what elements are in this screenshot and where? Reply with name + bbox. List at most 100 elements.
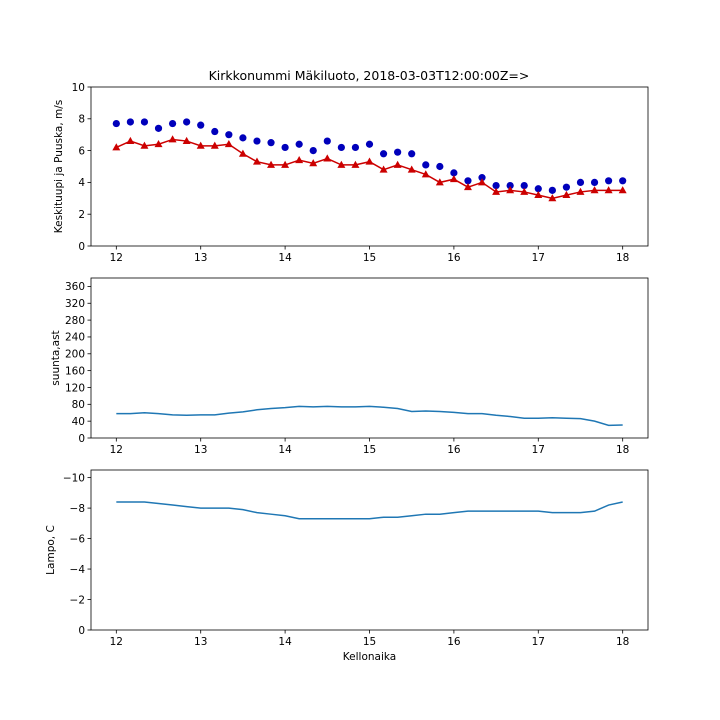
y-tick-label: 8 (78, 114, 85, 126)
data-point-wind (548, 194, 557, 202)
data-point-gust (239, 134, 247, 142)
x-tick-label: 15 (363, 444, 376, 456)
x-tick-label: 18 (616, 636, 629, 648)
data-point-gust (323, 137, 331, 145)
x-tick-label: 13 (194, 252, 207, 264)
data-point-wind (238, 149, 247, 157)
data-point-wind (365, 157, 374, 165)
data-point-gust (112, 119, 120, 128)
data-point-gust (464, 177, 472, 185)
data-point-gust (478, 174, 486, 182)
data-point-gust (506, 181, 514, 190)
chart-panel-2: 12 13 14 15 16 17 18 0 40 80 120 160 200 240 280 320 360… (50, 277, 649, 456)
x-tick-label: 14 (278, 444, 292, 456)
data-point-wind (182, 136, 191, 144)
x-tick-label: 16 (447, 252, 461, 264)
data-point-wind (196, 141, 205, 149)
x-tick-label: 15 (363, 252, 376, 264)
data-point-gust (534, 185, 542, 193)
data-point-gust (295, 140, 303, 148)
series-line-line (116, 501, 623, 520)
data-point-wind (337, 160, 346, 168)
y-tick-label: 0 (78, 625, 85, 637)
data-point-wind (168, 135, 177, 143)
x-tick-label: 12 (110, 444, 123, 456)
y-tick-label: 360 (65, 281, 85, 293)
data-point-gust (281, 143, 289, 152)
data-point-wind (309, 159, 318, 167)
x-tick-label: 14 (278, 636, 292, 648)
x-tick-label: 18 (616, 444, 629, 456)
y-tick-label: −2 (70, 594, 85, 606)
data-point-wind (393, 160, 402, 168)
data-point-gust (605, 177, 613, 185)
data-point-gust (450, 169, 458, 177)
y-tick-label: 4 (78, 177, 85, 189)
data-point-gust (436, 162, 444, 171)
y-axis-label: Lampo, C (45, 525, 57, 575)
data-point-gust (422, 161, 430, 169)
y-axis-label: suunta,ast (50, 330, 62, 385)
y-tick-label: −10 (63, 472, 85, 484)
x-tick-label: 15 (363, 636, 376, 648)
data-point-gust (379, 150, 388, 158)
data-point-wind (154, 140, 163, 148)
x-tick-label: 17 (532, 444, 545, 456)
data-point-wind (478, 178, 487, 186)
data-point-gust (365, 140, 374, 148)
data-point-gust (309, 147, 317, 155)
data-point-wind (421, 170, 430, 178)
chart-panels: 12 13 14 15 16 17 18 0 2 4 6 8 10 Keskituupi ja Puusk… (45, 82, 649, 663)
x-tick-label: 12 (110, 252, 123, 264)
data-point-gust (197, 121, 205, 129)
chart-panel-3: 12 13 14 15 16 17 18 0 −2 −4 −6 −8 −10 Lampo, C Kellon… (45, 469, 649, 663)
y-tick-label: −4 (70, 564, 86, 576)
data-point-wind (140, 141, 149, 149)
data-point-wind (267, 160, 276, 168)
data-point-wind (463, 182, 472, 191)
y-tick-label: 280 (65, 315, 85, 327)
series-line-line (116, 405, 623, 427)
data-point-gust (520, 181, 528, 190)
data-point-wind (295, 155, 304, 164)
data-point-gust (619, 177, 627, 185)
data-point-gust (394, 148, 402, 156)
data-point-wind (520, 187, 529, 195)
data-point-wind (576, 187, 585, 195)
data-point-gust (562, 183, 571, 191)
y-tick-label: 6 (78, 145, 85, 157)
data-point-wind (252, 157, 261, 165)
y-tick-label: 40 (72, 416, 85, 428)
data-point-gust (267, 139, 275, 147)
data-point-wind (590, 186, 599, 194)
data-point-wind (407, 165, 416, 173)
data-point-gust (211, 127, 219, 136)
data-point-gust (590, 178, 599, 186)
data-point-gust (576, 178, 585, 186)
y-tick-label: −6 (70, 533, 86, 545)
y-tick-label: 0 (78, 241, 85, 253)
x-tick-label: 16 (447, 444, 461, 456)
data-point-wind (534, 190, 543, 199)
data-point-wind (323, 154, 332, 162)
chart-title: Kirkkonummi Mäkiluoto, 2018-03-03T12:00:… (209, 68, 530, 83)
data-point-gust (337, 143, 345, 152)
y-tick-label: 0 (78, 433, 85, 445)
data-point-gust (140, 118, 149, 126)
x-tick-label: 18 (616, 252, 629, 264)
data-point-wind (618, 186, 627, 194)
y-tick-label: 120 (65, 382, 85, 394)
data-point-wind (449, 175, 458, 183)
data-point-gust (492, 181, 500, 190)
x-tick-label: 17 (532, 636, 545, 648)
data-point-wind (506, 186, 515, 194)
x-tick-label: 17 (532, 252, 545, 264)
x-tick-label: 16 (447, 636, 461, 648)
data-point-wind (112, 143, 121, 151)
data-point-wind (604, 186, 613, 194)
data-point-gust (253, 137, 261, 145)
data-point-gust (126, 118, 134, 126)
data-point-gust (225, 131, 233, 139)
